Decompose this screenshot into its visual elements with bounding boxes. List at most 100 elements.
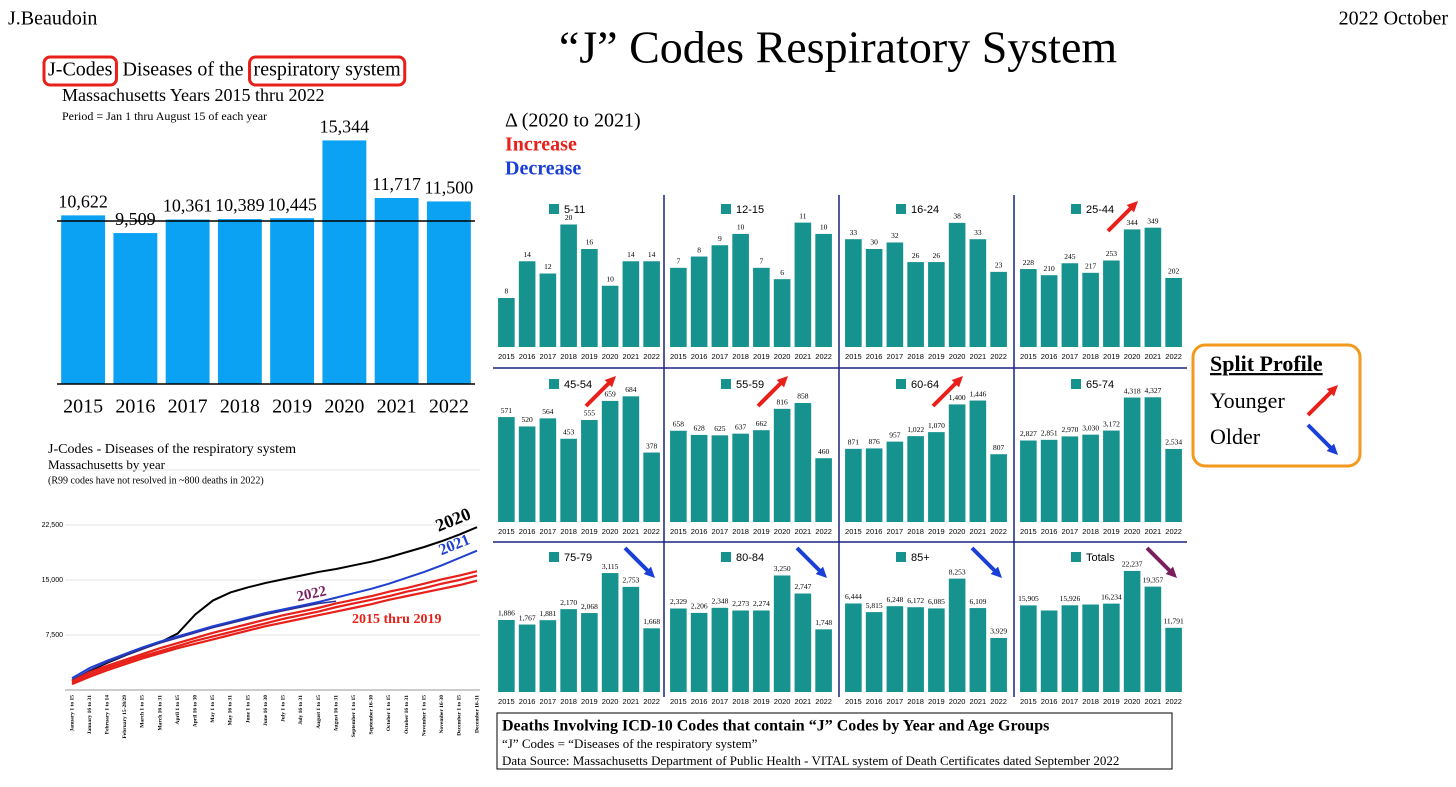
- bar: [1040, 439, 1058, 522]
- chart-title: respiratory system: [254, 59, 402, 81]
- legend-swatch: [1071, 552, 1081, 562]
- x-tick-label: 2018: [1082, 352, 1099, 361]
- bar: [670, 430, 687, 522]
- x-tick-label: February 15-28/29: [122, 695, 128, 739]
- value-label: 1,881: [539, 609, 556, 618]
- value-label: 32: [891, 231, 899, 240]
- value-label: 816: [777, 398, 789, 407]
- arrow-shaft: [1306, 391, 1332, 417]
- arrow-shaft: [1306, 423, 1332, 449]
- bar: [518, 624, 536, 692]
- x-tick-label: 2019: [928, 352, 945, 361]
- x-tick-label: 2020: [602, 697, 619, 706]
- x-tick-label: 2020: [774, 527, 791, 536]
- bar: [1082, 604, 1099, 692]
- value-label: 253: [1106, 249, 1118, 258]
- value-label: 957: [889, 430, 901, 439]
- x-tick-label: 2018: [732, 697, 749, 706]
- bar: [622, 396, 640, 522]
- bar: [948, 578, 966, 692]
- bar: [1020, 605, 1037, 692]
- x-tick-label: 2018: [907, 527, 924, 536]
- bar: [539, 273, 557, 347]
- x-tick-label: 2015: [670, 697, 687, 706]
- x-tick-label: 2015: [498, 697, 515, 706]
- x-tick-label: December 16-31: [474, 695, 480, 733]
- value-label: 15,905: [1018, 594, 1039, 603]
- bar: [1061, 605, 1079, 692]
- bar: [1144, 227, 1162, 347]
- x-tick-label: 2017: [712, 527, 729, 536]
- x-tick-label: 2020: [774, 352, 791, 361]
- value-label: 2,747: [794, 582, 811, 591]
- bar: [1123, 570, 1141, 692]
- x-tick-label: 2019: [753, 697, 770, 706]
- value-label: 10,361: [163, 196, 213, 216]
- legend-swatch: [721, 204, 731, 214]
- bar: [969, 608, 987, 692]
- value-label: 8: [505, 287, 509, 296]
- x-tick-label: 2021: [970, 352, 987, 361]
- x-tick-label: 2017: [540, 527, 557, 536]
- legend-label: 55-59: [736, 379, 764, 391]
- value-label: 26: [933, 251, 941, 260]
- value-label: 33: [850, 228, 858, 237]
- bar: [1123, 397, 1141, 522]
- value-label: 26: [912, 251, 920, 260]
- bar: [773, 279, 791, 347]
- x-tick-label: 2015: [845, 527, 862, 536]
- x-tick-label: March 16 to 31: [157, 695, 163, 731]
- value-label: 14: [648, 250, 656, 259]
- value-label: 10: [737, 223, 745, 232]
- page-title: “J” Codes Respiratory System: [559, 22, 1118, 73]
- x-tick-label: June 16 to 30: [263, 695, 269, 726]
- x-tick-label: 2021: [795, 352, 812, 361]
- bar: [1082, 272, 1099, 347]
- x-tick-label: November 16-30: [439, 695, 445, 734]
- bar: [886, 242, 904, 347]
- bar: [374, 197, 419, 384]
- bar: [928, 608, 945, 692]
- x-tick-label: 2019: [1103, 352, 1120, 361]
- chart-subtitle: Massachusetts Years 2015 thru 2022: [62, 85, 325, 105]
- value-label: 2,273: [732, 599, 749, 608]
- x-tick-label: 2016: [115, 396, 155, 418]
- footer-title: Deaths Involving ICD-10 Codes that conta…: [502, 718, 1049, 735]
- bar: [1082, 434, 1099, 522]
- x-tick-label: 2021: [795, 527, 812, 536]
- value-label: 23: [995, 261, 1003, 270]
- arrow-shaft: [1106, 207, 1132, 233]
- x-tick-label: 2019: [928, 527, 945, 536]
- value-label: 11,791: [1163, 617, 1184, 626]
- split-profile-title: Split Profile: [1210, 351, 1323, 376]
- bar: [753, 610, 770, 692]
- x-tick-label: 2022: [815, 527, 832, 536]
- footer-note: “J” Codes = “Diseases of the respiratory…: [502, 736, 758, 751]
- legend-swatch: [1071, 379, 1081, 389]
- value-label: 1,668: [643, 617, 660, 626]
- x-tick-label: 2020: [1124, 352, 1141, 361]
- x-tick-label: 2015: [845, 352, 862, 361]
- bar: [948, 222, 966, 347]
- x-tick-label: 2016: [866, 697, 883, 706]
- x-tick-label: 2021: [623, 352, 640, 361]
- x-tick-label: 2019: [753, 352, 770, 361]
- x-tick-label: September 16-30: [369, 695, 375, 735]
- x-tick-label: April 1 to 15: [175, 695, 181, 725]
- x-tick-label: 2016: [519, 527, 536, 536]
- chart-title: J-Codes: [48, 59, 113, 81]
- value-label: 662: [756, 419, 768, 428]
- bar: [498, 619, 515, 692]
- value-label: 658: [673, 419, 685, 428]
- value-label: 460: [818, 447, 830, 456]
- value-label: 453: [563, 427, 575, 436]
- x-tick-label: 2018: [560, 352, 577, 361]
- x-tick-label: 2017: [540, 352, 557, 361]
- bar: [560, 224, 577, 347]
- value-label: 1,748: [815, 618, 832, 627]
- bar: [928, 432, 945, 522]
- bar: [601, 285, 619, 347]
- value-label: 9,509: [115, 209, 156, 229]
- value-label: 22,237: [1122, 560, 1143, 569]
- x-tick-label: June 1 to 15: [245, 695, 251, 724]
